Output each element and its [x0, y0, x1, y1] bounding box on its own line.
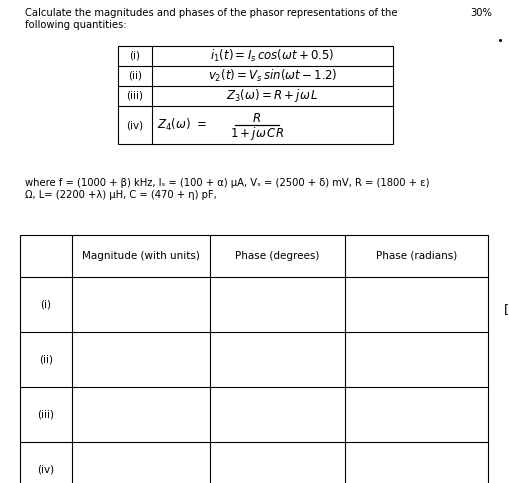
- Text: $Z_3(\omega) = R + j\omega\, L$: $Z_3(\omega) = R + j\omega\, L$: [226, 87, 319, 104]
- Text: Phase (degrees): Phase (degrees): [235, 251, 320, 261]
- Text: Calculate the magnitudes and phases of the phasor representations of the: Calculate the magnitudes and phases of t…: [25, 8, 398, 18]
- Text: (iv): (iv): [126, 120, 144, 130]
- Text: (i): (i): [41, 299, 51, 310]
- Bar: [20, 235, 488, 483]
- Text: (iii): (iii): [38, 410, 54, 420]
- Text: (iii): (iii): [127, 91, 144, 101]
- Text: [: [: [504, 303, 509, 316]
- Text: $1 + j\omega\, CR$: $1 + j\omega\, CR$: [230, 126, 284, 142]
- Text: $v_2(t) = V_s\,\mathit{sin}(\omega t - 1.2)$: $v_2(t) = V_s\,\mathit{sin}(\omega t - 1…: [208, 68, 337, 84]
- Text: $R$: $R$: [252, 112, 262, 125]
- Text: $i_1(t) = I_s\,\mathit{cos}(\omega t + 0.5)$: $i_1(t) = I_s\,\mathit{cos}(\omega t + 0…: [210, 48, 335, 64]
- Text: Magnitude (with units): Magnitude (with units): [82, 251, 200, 261]
- Text: 30%: 30%: [470, 8, 492, 18]
- Text: (i): (i): [129, 51, 140, 61]
- Text: following quantities:: following quantities:: [25, 20, 127, 30]
- Text: (ii): (ii): [39, 355, 53, 365]
- Text: Ω, L= (2200 +λ) μH, C = (470 + η) pF,: Ω, L= (2200 +λ) μH, C = (470 + η) pF,: [25, 190, 217, 200]
- Text: (ii): (ii): [128, 71, 142, 81]
- Text: $Z_4(\omega)\ =$: $Z_4(\omega)\ =$: [157, 117, 207, 133]
- Text: Phase (radians): Phase (radians): [376, 251, 457, 261]
- Text: (iv): (iv): [38, 465, 54, 474]
- Text: where f = (1000 + β) kHz, Iₛ = (100 + α) μA, Vₛ = (2500 + δ) mV, R = (1800 + ε): where f = (1000 + β) kHz, Iₛ = (100 + α)…: [25, 178, 430, 188]
- Bar: [118, 46, 393, 144]
